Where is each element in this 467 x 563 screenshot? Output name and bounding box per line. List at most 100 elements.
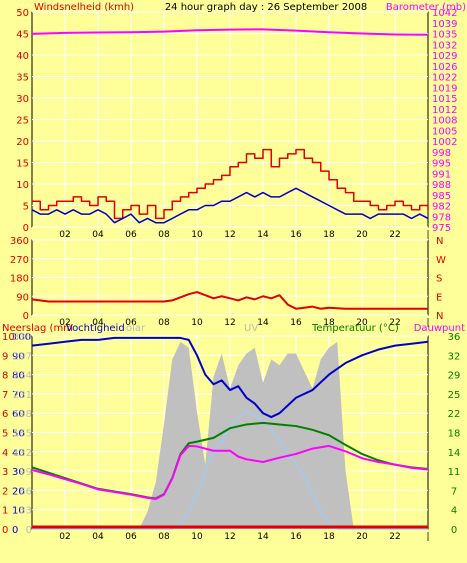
temperature-axis-tick: 29 <box>448 371 461 382</box>
temperature-axis-tick: 4 <box>451 506 457 517</box>
solar-axis-tick: 231 <box>13 390 32 401</box>
time-tick-label: 20 <box>356 318 368 328</box>
time-tick-label: 02 <box>59 532 70 542</box>
barometer-axis-tick: 1002 <box>432 137 457 148</box>
series-line-humidity <box>31 336 429 419</box>
temperature-axis-tick: 0 <box>451 525 457 536</box>
humidity-label: Vochtigheid <box>66 323 125 334</box>
series-layer <box>31 28 429 530</box>
solar-label: olar <box>126 323 146 334</box>
barometer-axis-tick: 1008 <box>432 116 457 127</box>
time-tick-label: 06 <box>125 318 137 328</box>
humidity-axis-tick: 100 <box>12 332 31 343</box>
humidity-axis-tick: 20 <box>12 486 25 497</box>
temperature-axis-tick: 25 <box>448 390 461 401</box>
time-tick-label: 16 <box>290 318 302 328</box>
time-tick-label: 22 <box>389 230 400 240</box>
humidity-axis-tick: 40 <box>12 448 25 459</box>
time-end-marker: | <box>426 318 429 328</box>
temperature-axis-tick: 32 <box>448 351 461 362</box>
barometer-axis-tick: 1019 <box>432 83 457 94</box>
time-tick-label: 20 <box>356 230 368 240</box>
time-tick-label: 02 <box>59 230 70 240</box>
barometer-axis-tick: 982 <box>432 202 451 213</box>
dewpoint-label: Dauwpunt <box>414 323 465 334</box>
time-tick-label: 18 <box>323 230 335 240</box>
wind-axis-tick: 5 <box>23 202 29 213</box>
time-tick-label: 22 <box>389 318 400 328</box>
series-line-wind-speed <box>31 187 429 224</box>
solar-axis-tick: 66 <box>19 486 32 497</box>
rain-axis-tick: 4 <box>2 448 8 459</box>
time-tick-label: 06 <box>125 532 137 542</box>
time-tick-label: 18 <box>323 318 335 328</box>
time-tick-label: 04 <box>92 230 104 240</box>
humidity-axis-tick: 90 <box>12 351 25 362</box>
time-tick-label: 02 <box>59 318 70 328</box>
solar-axis-tick: 165 <box>13 429 32 440</box>
barometer-axis-tick: 975 <box>432 223 451 234</box>
direction-axis-tick: 0 <box>23 311 29 322</box>
direction-axis-tick: 270 <box>10 255 29 266</box>
time-tick-label: 08 <box>158 230 170 240</box>
humidity-axis-tick: 70 <box>12 390 25 401</box>
barometer-axis-tick: 995 <box>432 159 451 170</box>
barometer-axis-tick: 1029 <box>432 51 457 62</box>
wind-axis-tick: 20 <box>16 137 29 148</box>
rain-axis-tick: 3 <box>2 467 8 478</box>
chart-title: 24 hour graph day : 26 September 2008 <box>165 2 367 13</box>
wind-axis-tick: 25 <box>16 116 29 127</box>
solar-axis-tick: 132 <box>13 448 32 459</box>
time-tick-label: 10 <box>191 230 203 240</box>
direction-axis-tick: 360 <box>10 236 29 247</box>
barometer-axis-tick: 1026 <box>432 62 457 73</box>
time-tick-label: 20 <box>356 532 368 542</box>
time-tick-label: 06 <box>125 230 137 240</box>
compass-axis-tick: N <box>436 236 443 247</box>
solar-axis-tick: 99 <box>19 467 32 478</box>
time-tick-label: 22 <box>389 532 400 542</box>
direction-axis-tick: 90 <box>16 292 29 303</box>
barometer-axis-tick: 1022 <box>432 73 457 84</box>
barometer-axis-tick: 991 <box>432 169 451 180</box>
rain-axis-tick: 7 <box>2 390 8 401</box>
time-end-marker: | <box>426 230 429 240</box>
time-tick-label: 16 <box>290 230 302 240</box>
time-end-marker: | <box>426 532 429 542</box>
wind-axis-tick: 15 <box>16 159 29 170</box>
barometer-axis-tick: 978 <box>432 212 451 223</box>
time-tick-label: 18 <box>323 532 335 542</box>
solar-axis-tick: 198 <box>13 409 32 420</box>
barometer-axis-tick: 1005 <box>432 126 457 137</box>
compass-axis-tick: N <box>436 311 443 322</box>
time-tick-label: 10 <box>191 318 203 328</box>
rain-axis-tick: 0 <box>2 525 8 536</box>
temperature-axis-tick: 36 <box>448 332 461 343</box>
barometer-axis-tick: 998 <box>432 148 451 159</box>
barometer-axis-tick: 1032 <box>432 40 457 51</box>
rain-axis-tick: 5 <box>2 429 8 440</box>
rain-axis-tick: 9 <box>2 351 8 362</box>
wind-axis-tick: 10 <box>16 180 29 191</box>
wind-axis-tick: 50 <box>16 8 29 19</box>
solar-axis-tick: 33 <box>19 506 32 517</box>
temperature-axis-tick: 22 <box>448 409 461 420</box>
temperature-axis-tick: 18 <box>448 429 461 440</box>
wind-axis-tick: 30 <box>16 94 29 105</box>
wind-axis-tick: 40 <box>16 51 29 62</box>
rain-axis-tick: 8 <box>2 371 8 382</box>
time-tick-label: 14 <box>257 318 269 328</box>
humidity-axis-tick: 50 <box>12 429 25 440</box>
solar-axis-tick: 297 <box>13 351 32 362</box>
series-line-wind-direction <box>31 291 428 310</box>
barometer-axis-tick: 988 <box>432 180 451 191</box>
time-tick-label: 04 <box>92 318 104 328</box>
time-tick-label: 10 <box>191 532 203 542</box>
barometer-axis-tick: 1042 <box>432 8 457 19</box>
time-tick-label: 08 <box>158 532 170 542</box>
time-tick-label: 12 <box>224 230 235 240</box>
barometer-axis-tick: 1012 <box>432 105 457 116</box>
rain-axis-tick: 2 <box>2 486 8 497</box>
series-line-barometer-mb- <box>31 28 429 36</box>
